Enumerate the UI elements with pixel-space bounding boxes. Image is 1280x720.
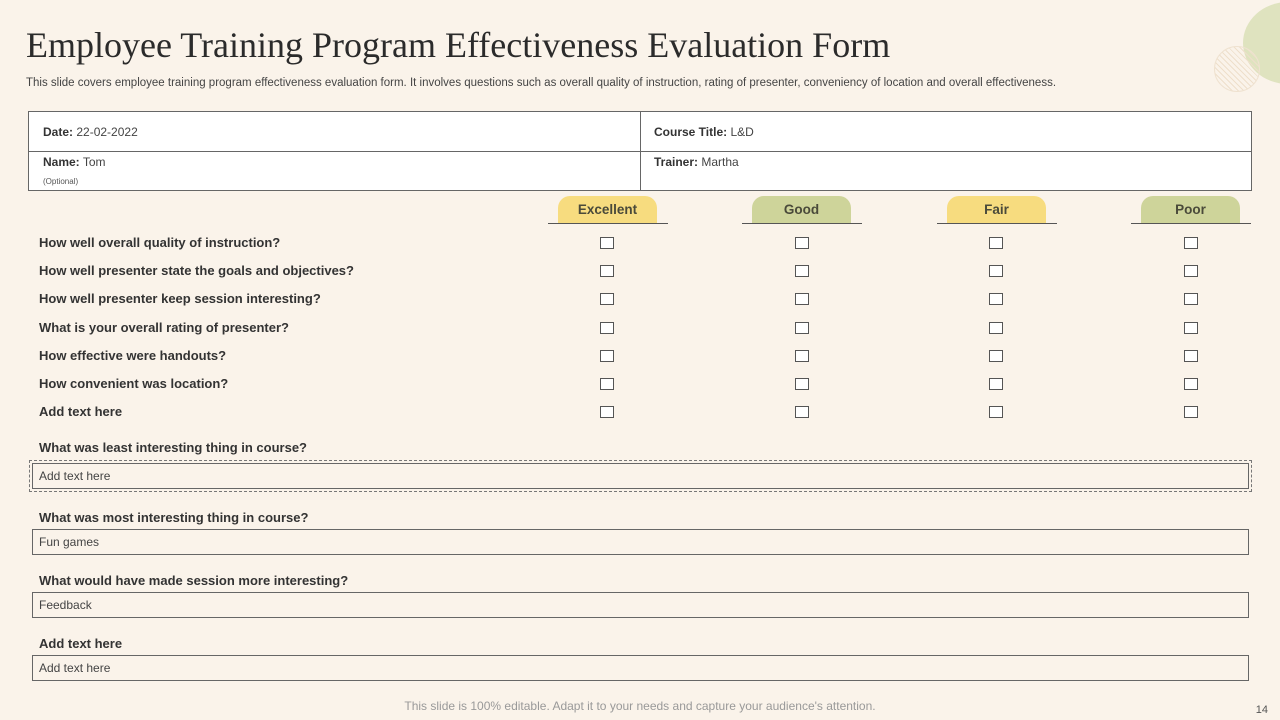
optional-note: (Optional) bbox=[43, 177, 79, 186]
checkbox-poor[interactable] bbox=[1184, 406, 1198, 419]
checkbox-excellent[interactable] bbox=[600, 265, 614, 278]
footer-note: This slide is 100% editable. Adapt it to… bbox=[404, 699, 876, 713]
checkbox-good[interactable] bbox=[795, 237, 809, 249]
selected-field-outline bbox=[29, 460, 1252, 492]
question-text: How well overall quality of instruction? bbox=[39, 235, 281, 250]
session-improvement-input[interactable] bbox=[32, 592, 1249, 618]
checkbox-poor[interactable] bbox=[1184, 265, 1198, 278]
checkbox-fair[interactable] bbox=[989, 406, 1003, 419]
course-title-value: L&D bbox=[730, 125, 754, 139]
name-label: Name: bbox=[43, 155, 80, 169]
checkbox-fair[interactable] bbox=[989, 378, 1003, 390]
page-subtitle: This slide covers employee training prog… bbox=[26, 77, 1057, 89]
least-interesting-input[interactable] bbox=[32, 463, 1249, 489]
checkbox-poor[interactable] bbox=[1184, 237, 1198, 249]
checkbox-fair[interactable] bbox=[989, 265, 1003, 278]
checkbox-poor[interactable] bbox=[1184, 378, 1198, 390]
checkbox-excellent[interactable] bbox=[600, 406, 614, 419]
info-table: Date: 22-02-2022 Course Title: L&D Name:… bbox=[28, 111, 1252, 191]
question-text: How well presenter keep session interest… bbox=[39, 291, 321, 307]
checkbox-excellent[interactable] bbox=[600, 378, 614, 390]
date-label: Date: bbox=[43, 125, 74, 139]
question-text: How well presenter state the goals and o… bbox=[39, 263, 354, 279]
trainer-value: Martha bbox=[701, 155, 739, 169]
column-header-good: Good bbox=[742, 196, 862, 224]
date-cell[interactable]: Date: 22-02-2022 bbox=[43, 125, 138, 139]
name-cell[interactable]: Name: Tom bbox=[43, 155, 105, 169]
checkbox-excellent[interactable] bbox=[600, 321, 614, 334]
checkbox-fair[interactable] bbox=[989, 349, 1003, 362]
checkbox-good[interactable] bbox=[795, 293, 809, 306]
rating-label-fair: Fair bbox=[947, 196, 1046, 223]
checkbox-fair[interactable] bbox=[989, 293, 1003, 306]
name-value: Tom bbox=[82, 155, 106, 169]
open-question-label: What was least interesting thing in cour… bbox=[39, 440, 307, 455]
checkbox-fair[interactable] bbox=[989, 321, 1003, 334]
question-text: What is your overall rating of presenter… bbox=[39, 319, 289, 335]
extra-text-input[interactable] bbox=[32, 655, 1249, 681]
checkbox-good[interactable] bbox=[795, 406, 809, 419]
rating-label-poor: Poor bbox=[1141, 196, 1240, 223]
checkbox-fair[interactable] bbox=[989, 237, 1003, 249]
checkbox-poor[interactable] bbox=[1184, 321, 1198, 334]
most-interesting-input[interactable] bbox=[32, 529, 1249, 555]
question-text: How convenient was location? bbox=[39, 376, 229, 391]
checkbox-excellent[interactable] bbox=[600, 349, 614, 362]
rating-label-good: Good bbox=[752, 196, 851, 223]
course-title-cell[interactable]: Course Title: L&D bbox=[654, 125, 754, 139]
question-text: How effective were handouts? bbox=[39, 347, 227, 363]
page-number: 14 bbox=[1255, 704, 1268, 716]
open-question-label: What would have made session more intere… bbox=[39, 573, 349, 588]
trainer-label: Trainer: bbox=[654, 155, 699, 169]
question-text: Add text here bbox=[39, 404, 123, 420]
checkbox-excellent[interactable] bbox=[600, 293, 614, 306]
checkbox-poor[interactable] bbox=[1184, 349, 1198, 362]
decorative-circle-hatched bbox=[1214, 46, 1260, 92]
checkbox-good[interactable] bbox=[795, 349, 809, 362]
checkbox-poor[interactable] bbox=[1184, 293, 1198, 306]
rating-label-excellent: Excellent bbox=[558, 196, 657, 223]
column-header-excellent: Excellent bbox=[548, 196, 668, 224]
trainer-cell[interactable]: Trainer: Martha bbox=[654, 155, 739, 169]
date-value: 22-02-2022 bbox=[76, 125, 138, 139]
checkbox-excellent[interactable] bbox=[600, 237, 614, 249]
checkbox-good[interactable] bbox=[795, 378, 809, 390]
checkbox-good[interactable] bbox=[795, 321, 809, 334]
page-title: Employee Training Program Effectiveness … bbox=[26, 25, 891, 65]
column-header-fair: Fair bbox=[937, 196, 1057, 224]
checkbox-good[interactable] bbox=[795, 265, 809, 278]
course-title-label: Course Title: bbox=[654, 125, 728, 139]
column-header-poor: Poor bbox=[1131, 196, 1251, 224]
open-question-label: What was most interesting thing in cours… bbox=[39, 510, 309, 525]
open-question-label: Add text here bbox=[39, 636, 123, 651]
